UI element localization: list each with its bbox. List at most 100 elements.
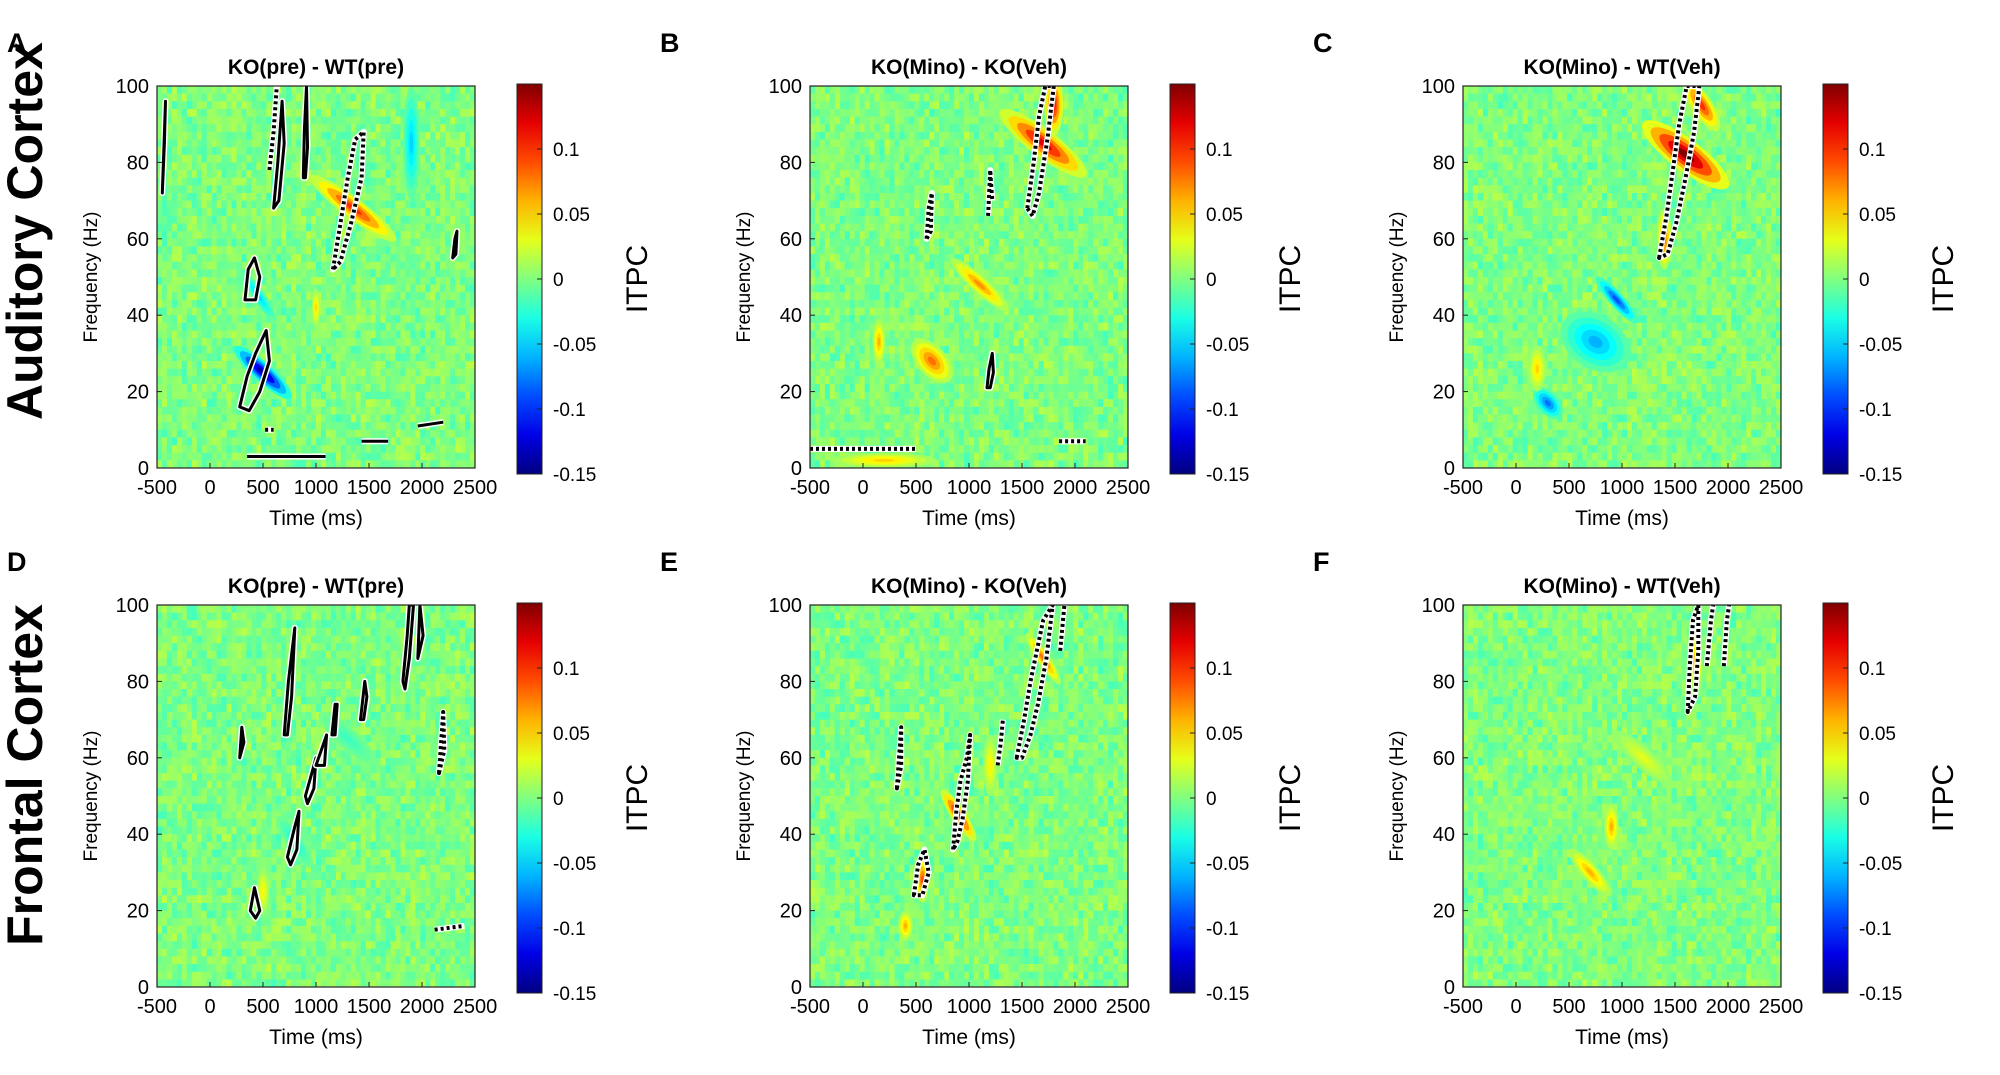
heatmap-noise-cell <box>440 414 446 423</box>
heatmap-noise-cell <box>844 384 851 393</box>
heatmap-noise-cell <box>226 162 233 171</box>
heatmap-noise-cell <box>380 246 387 255</box>
heatmap-noise-cell <box>810 93 816 102</box>
heatmap-noise-cell <box>964 162 970 171</box>
heatmap-noise-cell <box>455 124 461 133</box>
heatmap-noise-cell <box>964 345 970 354</box>
heatmap-noise-cell <box>819 246 826 255</box>
heatmap-noise-cell <box>914 437 920 446</box>
heatmap-noise-cell <box>874 406 881 416</box>
heatmap-noise-cell <box>335 177 342 186</box>
heatmap-noise-cell <box>206 445 213 454</box>
heatmap-noise-cell <box>311 330 317 339</box>
heatmap-noise-cell <box>470 345 475 354</box>
heatmap-noise-cell <box>261 124 267 133</box>
heatmap-noise-cell <box>330 353 337 362</box>
heatmap-noise-cell <box>924 254 930 263</box>
heatmap-noise-cell <box>206 292 213 301</box>
heatmap-noise-cell <box>889 93 896 102</box>
heatmap-noise-cell <box>176 86 183 95</box>
heatmap-noise-cell <box>425 261 431 270</box>
heatmap-noise-cell <box>430 330 436 339</box>
heatmap-noise-cell <box>256 139 262 148</box>
heatmap-noise-cell <box>181 315 188 324</box>
heatmap-noise-cell <box>350 86 357 95</box>
heatmap-noise-cell <box>301 254 307 263</box>
heatmap-noise-cell <box>316 223 322 232</box>
heatmap-noise-cell <box>231 299 238 309</box>
heatmap-noise-cell <box>924 101 930 110</box>
heatmap-noise-cell <box>435 162 441 171</box>
heatmap-noise-cell <box>365 238 372 247</box>
heatmap-noise-cell <box>400 269 407 278</box>
heatmap-noise-cell <box>430 215 436 225</box>
heatmap-noise-cell <box>864 429 871 438</box>
x-axis-label: Time (ms) <box>269 507 363 530</box>
heatmap-noise-cell <box>316 116 322 125</box>
heatmap-noise-cell <box>899 429 905 438</box>
heatmap-noise-cell <box>266 170 272 179</box>
heatmap-noise-cell <box>380 406 387 416</box>
heatmap-noise-cell <box>335 345 342 354</box>
heatmap-noise-cell <box>221 154 228 163</box>
heatmap-noise-cell <box>246 307 252 316</box>
heatmap-noise-cell <box>824 108 831 118</box>
heatmap-noise-cell <box>844 307 851 316</box>
heatmap-noise-cell <box>445 391 451 400</box>
heatmap-noise-cell <box>286 445 292 454</box>
heatmap-noise-cell <box>311 437 317 446</box>
heatmap-noise-cell <box>919 399 925 408</box>
heatmap-noise-cell <box>246 223 252 232</box>
heatmap-noise-cell <box>325 338 332 347</box>
heatmap-noise-cell <box>360 269 367 278</box>
heatmap-noise-cell <box>899 208 905 217</box>
heatmap-noise-cell <box>815 254 821 263</box>
heatmap-noise-cell <box>271 208 277 217</box>
heatmap-noise-cell <box>370 330 377 339</box>
heatmap-noise-cell <box>889 353 896 362</box>
heatmap-noise-cell <box>350 353 357 362</box>
heatmap-noise-cell <box>301 406 307 416</box>
heatmap-noise-cell <box>196 185 203 194</box>
heatmap-noise-cell <box>914 261 920 270</box>
heatmap-noise-cell <box>869 391 876 400</box>
heatmap-noise-cell <box>420 116 426 125</box>
heatmap-noise-cell <box>410 208 416 217</box>
heatmap-noise-cell <box>440 368 446 377</box>
heatmap-noise-cell <box>196 353 203 362</box>
heatmap-noise-cell <box>266 445 272 454</box>
heatmap-noise-cell <box>815 246 821 255</box>
heatmap-noise-cell <box>879 406 886 416</box>
heatmap-noise-cell <box>405 307 411 316</box>
heatmap-noise-cell <box>296 139 302 148</box>
heatmap-noise-cell <box>390 162 397 171</box>
heatmap-noise-cell <box>425 399 431 408</box>
heatmap-noise-cell <box>919 208 925 217</box>
heatmap-noise-cell <box>445 193 451 202</box>
heatmap-noise-cell <box>196 330 203 339</box>
heatmap-noise-cell <box>914 147 920 156</box>
heatmap-noise-cell <box>969 170 975 179</box>
heatmap-noise-cell <box>815 208 821 217</box>
heatmap-noise-cell <box>271 223 277 232</box>
heatmap-noise-cell <box>834 322 841 331</box>
heatmap-noise-cell <box>869 154 876 163</box>
heatmap-noise-cell <box>834 292 841 301</box>
heatmap-noise-cell <box>909 208 915 217</box>
heatmap-noise-cell <box>974 238 980 247</box>
heatmap-noise-cell <box>375 86 382 95</box>
heatmap-noise-cell <box>415 322 421 331</box>
heatmap-noise-cell <box>899 101 905 110</box>
heatmap-noise-cell <box>395 154 402 163</box>
heatmap-noise-cell <box>810 322 816 331</box>
heatmap-noise-cell <box>311 345 317 354</box>
heatmap-noise-cell <box>879 215 886 225</box>
heatmap-noise-cell <box>405 322 411 331</box>
heatmap-noise-cell <box>380 116 387 125</box>
heatmap-noise-cell <box>440 460 446 468</box>
heatmap-noise-cell <box>236 384 243 393</box>
heatmap-noise-cell <box>261 399 267 408</box>
heatmap-noise-cell <box>335 208 342 217</box>
heatmap-noise-cell <box>974 116 980 125</box>
heatmap-noise-cell <box>974 131 980 140</box>
